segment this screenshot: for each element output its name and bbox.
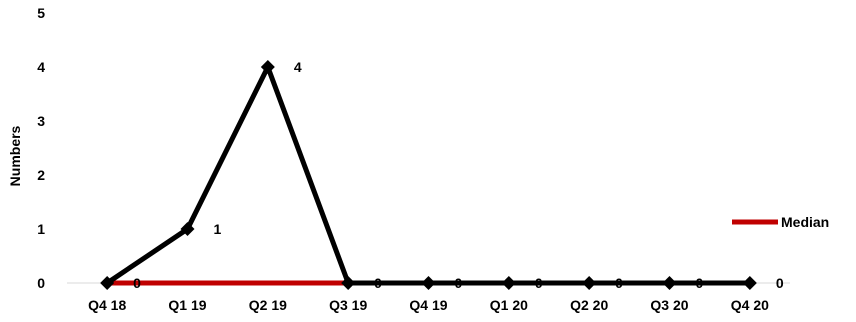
y-tick-label: 1: [37, 221, 45, 237]
y-axis-ticks: 0 1 2 3 4 5: [37, 5, 45, 291]
data-point: [180, 222, 195, 236]
data-label: 0: [776, 275, 784, 291]
data-label: 0: [535, 275, 543, 291]
data-point: [341, 276, 356, 290]
legend: Median: [732, 214, 829, 230]
x-tick-label: Q3 20: [650, 297, 688, 313]
data-label: 0: [133, 275, 141, 291]
x-tick-label: Q2 20: [570, 297, 608, 313]
data-point: [582, 276, 597, 290]
data-point: [742, 276, 757, 290]
data-label: 4: [294, 59, 302, 75]
series-line-numbers: [105, 60, 750, 286]
y-tick-label: 2: [37, 167, 45, 183]
data-label: 1: [214, 221, 222, 237]
x-tick-label: Q4 19: [409, 297, 447, 313]
x-tick-label: Q1 20: [490, 297, 528, 313]
data-point: [100, 276, 115, 290]
y-axis-title: Numbers: [7, 125, 23, 186]
x-tick-label: Q3 19: [329, 297, 367, 313]
series-layer: 0 1 4 0 0 0 0 0 0: [100, 59, 784, 291]
data-point: [662, 276, 677, 290]
data-label: 0: [455, 275, 463, 291]
data-point: [260, 60, 275, 74]
x-tick-label: Q1 19: [168, 297, 206, 313]
x-tick-label: Q4 18: [88, 297, 126, 313]
x-tick-label: Q2 19: [249, 297, 287, 313]
x-axis-ticks: Q4 18 Q1 19 Q2 19 Q3 19 Q4 19 Q1 20 Q2 20 Q3 20…: [88, 297, 769, 313]
data-label: 0: [615, 275, 623, 291]
y-tick-label: 3: [37, 113, 45, 129]
legend-label-median: Median: [781, 214, 829, 230]
y-tick-label: 5: [37, 5, 45, 21]
data-label: 0: [696, 275, 704, 291]
data-point: [501, 276, 516, 290]
y-tick-label: 0: [37, 275, 45, 291]
x-tick-label: Q4 20: [731, 297, 769, 313]
data-point: [421, 276, 436, 290]
y-tick-label: 4: [37, 59, 45, 75]
data-label: 0: [374, 275, 382, 291]
